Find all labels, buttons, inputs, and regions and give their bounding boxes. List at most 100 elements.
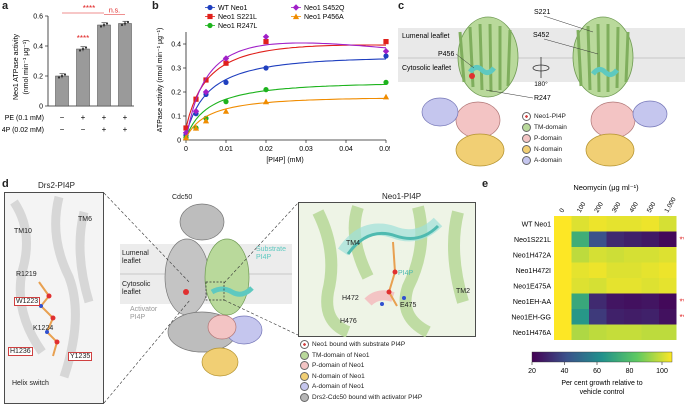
panel-b-point: [262, 33, 270, 40]
panel-c-legend-label: TM-domain: [534, 124, 567, 131]
panel-e-cell: [606, 247, 624, 263]
panel-a-row-label: PI4P (0.02 mM): [2, 127, 44, 134]
membrane-band-cytosolic: [398, 58, 685, 82]
panel-b-point: [203, 77, 209, 83]
panel-e-cbar-tick-label: 80: [626, 368, 634, 375]
panel-e-xtick-label: 100: [576, 201, 588, 214]
panel-b-ytick-label: 0.4: [171, 42, 181, 49]
panel-e-cell: [606, 231, 624, 247]
panel-c-legend: Neo1-PI4P TM-domain P-domain N-domain A-doma…: [522, 112, 567, 165]
label-r247: R247: [534, 95, 551, 102]
panel-e-cell: [641, 293, 659, 309]
panel-e-cell: [659, 262, 677, 278]
panel-e-cell: [606, 324, 624, 340]
panel-a-point: [60, 74, 64, 78]
panel-e-cell: [659, 309, 677, 325]
panel-e-sig: ****: [680, 297, 685, 306]
panel-e-xtick-label: 400: [628, 201, 640, 214]
panel-d-legend-item: Drs2-Cdc50 bound with activator PI4P: [300, 392, 422, 402]
panel-e-cell: [589, 231, 607, 247]
panel-d-legend-label: N-domain of Neo1: [312, 372, 365, 380]
panel-b-point: [263, 65, 269, 71]
panel-d-legend-label: Neo1 bound with substrate PI4P: [312, 341, 406, 348]
panel-e-xtick-label: 1,000: [663, 196, 677, 214]
drs2-res-h1236: H1236: [8, 347, 33, 356]
neo1-res-e475: E475: [400, 302, 417, 309]
panel-e-cell: [589, 216, 607, 232]
panel-e-xticks: 0 100 200 300 400 500 1,000: [558, 196, 677, 214]
panel-c-legend-item: N-domain: [522, 145, 567, 154]
panel-b-legend-label: Neo1 R247L: [218, 23, 257, 30]
panel-e-row-label: Neo1H476A: [513, 330, 551, 337]
label-s452: S452: [533, 32, 549, 39]
neo1-res-h476: H476: [340, 318, 357, 325]
panel-a-row-symbol: +: [102, 125, 107, 134]
panel-e-xtick-label: 300: [611, 201, 623, 214]
panel-d-legend-label: P-domain of Neo1: [312, 362, 365, 369]
panel-e-cell: [606, 309, 624, 325]
panel-b-xtick-label: 0.04: [339, 146, 353, 153]
panel-d-letter: d: [2, 178, 9, 190]
drs2-res-w1223: W1223: [14, 297, 41, 306]
panel-a-point: [99, 25, 103, 28]
panel-b-ytick-label: 0: [177, 138, 181, 145]
panel-c-legend-label: A-domain: [534, 157, 562, 164]
panel-e-cell: [606, 216, 624, 232]
panel-e-cell: [606, 262, 624, 278]
label-cytosolic-c: Cytosolic leaflet: [402, 65, 451, 72]
panel-a-row-symbol: +: [81, 113, 86, 122]
label-p456: P456: [438, 51, 454, 58]
panel-c-legend-swatch: [522, 156, 531, 165]
panel-b-legend: WT Neo1 Neo1 S221L Neo1 R247L Neo1 S452Q Neo…: [205, 4, 345, 30]
panel-e-cbar-tick-label: 20: [528, 368, 536, 375]
label-cytosolic-d: Cytosolic leaflet: [122, 281, 151, 296]
panel-a-ytick-label: 0.4: [33, 44, 43, 51]
panel-e-cbar-label-2: vehicle control: [580, 389, 625, 396]
label-s221: S221: [534, 9, 550, 16]
panel-a-ytick-label: 0.2: [33, 74, 43, 81]
panel-a-row-symbol: +: [123, 125, 128, 134]
panel-d-legend-swatch: [300, 392, 309, 402]
drs2-res-tm6: TM6: [78, 216, 92, 223]
panel-a-row-symbol: +: [123, 113, 128, 122]
panel-a-ytick-label: 0: [39, 104, 43, 111]
panel-e-cell: [589, 278, 607, 294]
panel-e-cbar-tick-label: 60: [593, 368, 601, 375]
panel-d-legend-swatch: [300, 382, 309, 391]
panel-a-bar: [97, 24, 111, 107]
neo1-res-tm4: TM4: [346, 240, 360, 247]
panel-e-cell: [554, 262, 572, 278]
panel-d-legend-item: A-domain of Neo1: [300, 382, 422, 391]
panel-c-legend-swatch: [522, 112, 531, 121]
panel-a-significance: **** **** n.s.: [62, 4, 125, 43]
panel-e-cell: [624, 293, 642, 309]
panel-c-legend-label: Neo1-PI4P: [534, 113, 566, 120]
drs2-res-tm10: TM10: [14, 228, 32, 235]
panel-c-letter: c: [398, 0, 405, 12]
panel-e-cell: [554, 293, 572, 309]
panel-b-chart: ATPase activity (nmol min⁻¹ μg⁻¹) [PI4P]…: [157, 4, 390, 164]
label-substrate: Substrate PI4P: [256, 246, 286, 261]
panel-b-point: [223, 60, 229, 66]
panel-b-ytick-label: 0.2: [171, 90, 181, 97]
panel-e-cell: [554, 216, 572, 232]
panel-e-cell: [571, 309, 589, 325]
panel-e-cell: [571, 262, 589, 278]
panel-e-cell: [624, 231, 642, 247]
panel-a-bar: [76, 48, 90, 107]
panel-e-cell: [624, 324, 642, 340]
panel-d-legend-swatch: [300, 350, 309, 360]
panel-b-axes: 0 0.1 0.2 0.3 0.4 0 0.01 0.02 0.03 0.04 0.05: [171, 32, 390, 153]
panel-e-heatmap: Neomycin (μg ml⁻¹) 0 100 200 300 400 500 1,000…: [511, 183, 685, 396]
panel-a-point: [105, 22, 109, 25]
drs2-res-y1235: Y1235: [68, 352, 93, 361]
panel-e-xtick-label: 200: [593, 201, 605, 214]
panel-b-point: [383, 79, 389, 85]
panel-a-ylabel-1: Neo1 ATPase activity: [13, 33, 20, 100]
neo1-zoom-box: [298, 202, 476, 337]
panel-e-cbar-tick-label: 100: [656, 368, 668, 375]
panel-b-xtick-label: 0.03: [299, 146, 313, 153]
panel-d-legend-label: A-domain of Neo1: [312, 383, 365, 390]
panel-e-cell: [589, 247, 607, 263]
neo1-res-tm2: TM2: [456, 288, 470, 295]
